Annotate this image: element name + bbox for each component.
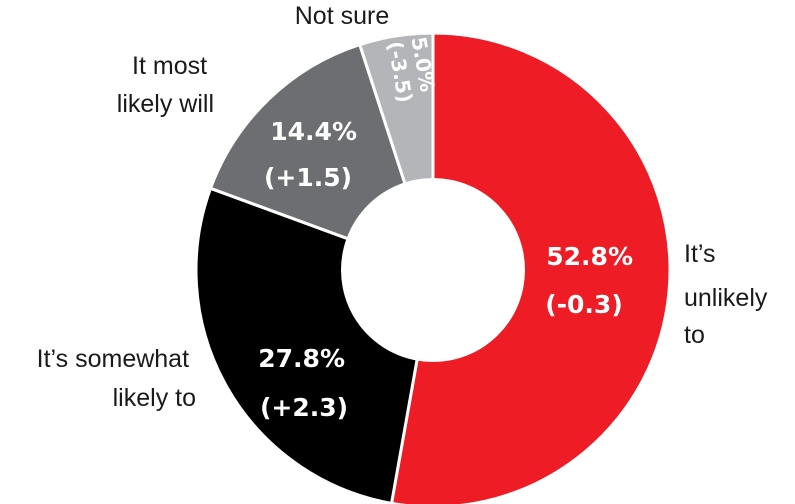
slice-label-somewhat-likely-line-2: likely to [113, 384, 196, 412]
value-label-most-likely-change: (+1.5) [264, 163, 352, 192]
slice-label-most-likely-line-1: It most [132, 52, 207, 80]
slice-label-unlikely-line-1: It’s [684, 240, 716, 268]
slice-label-unlikely-line-3: to [684, 321, 705, 349]
value-label-unlikely: 52.8% (-0.3) [545, 242, 641, 319]
value-label-somewhat-likely: 27.8% (+2.3) [258, 344, 353, 422]
slice-label-somewhat-likely-line-1: It’s somewhat [37, 345, 189, 373]
value-label-not-sure: 5.0% (-3.5) [383, 35, 441, 105]
value-label-somewhat-likely-pct: 27.8% [258, 344, 345, 373]
slice-label-somewhat-likely: It’s somewhat likely to [37, 345, 196, 412]
slice-unlikely [389, 31, 672, 504]
value-label-unlikely-change: (-0.3) [545, 290, 623, 319]
value-label-unlikely-pct: 52.8% [546, 242, 633, 271]
slice-label-unlikely: It’s unlikely to [684, 240, 774, 349]
slice-label-most-likely: It most likely will [117, 52, 214, 118]
value-label-most-likely: 14.4% (+1.5) [264, 117, 366, 192]
value-label-most-likely-pct: 14.4% [270, 117, 357, 146]
slice-label-unlikely-line-2: unlikely [684, 284, 768, 312]
slice-label-not-sure: Not sure [295, 2, 389, 30]
slice-label-most-likely-line-2: likely will [117, 90, 214, 118]
value-label-somewhat-likely-change: (+2.3) [260, 393, 348, 422]
donut-hole [341, 178, 525, 362]
